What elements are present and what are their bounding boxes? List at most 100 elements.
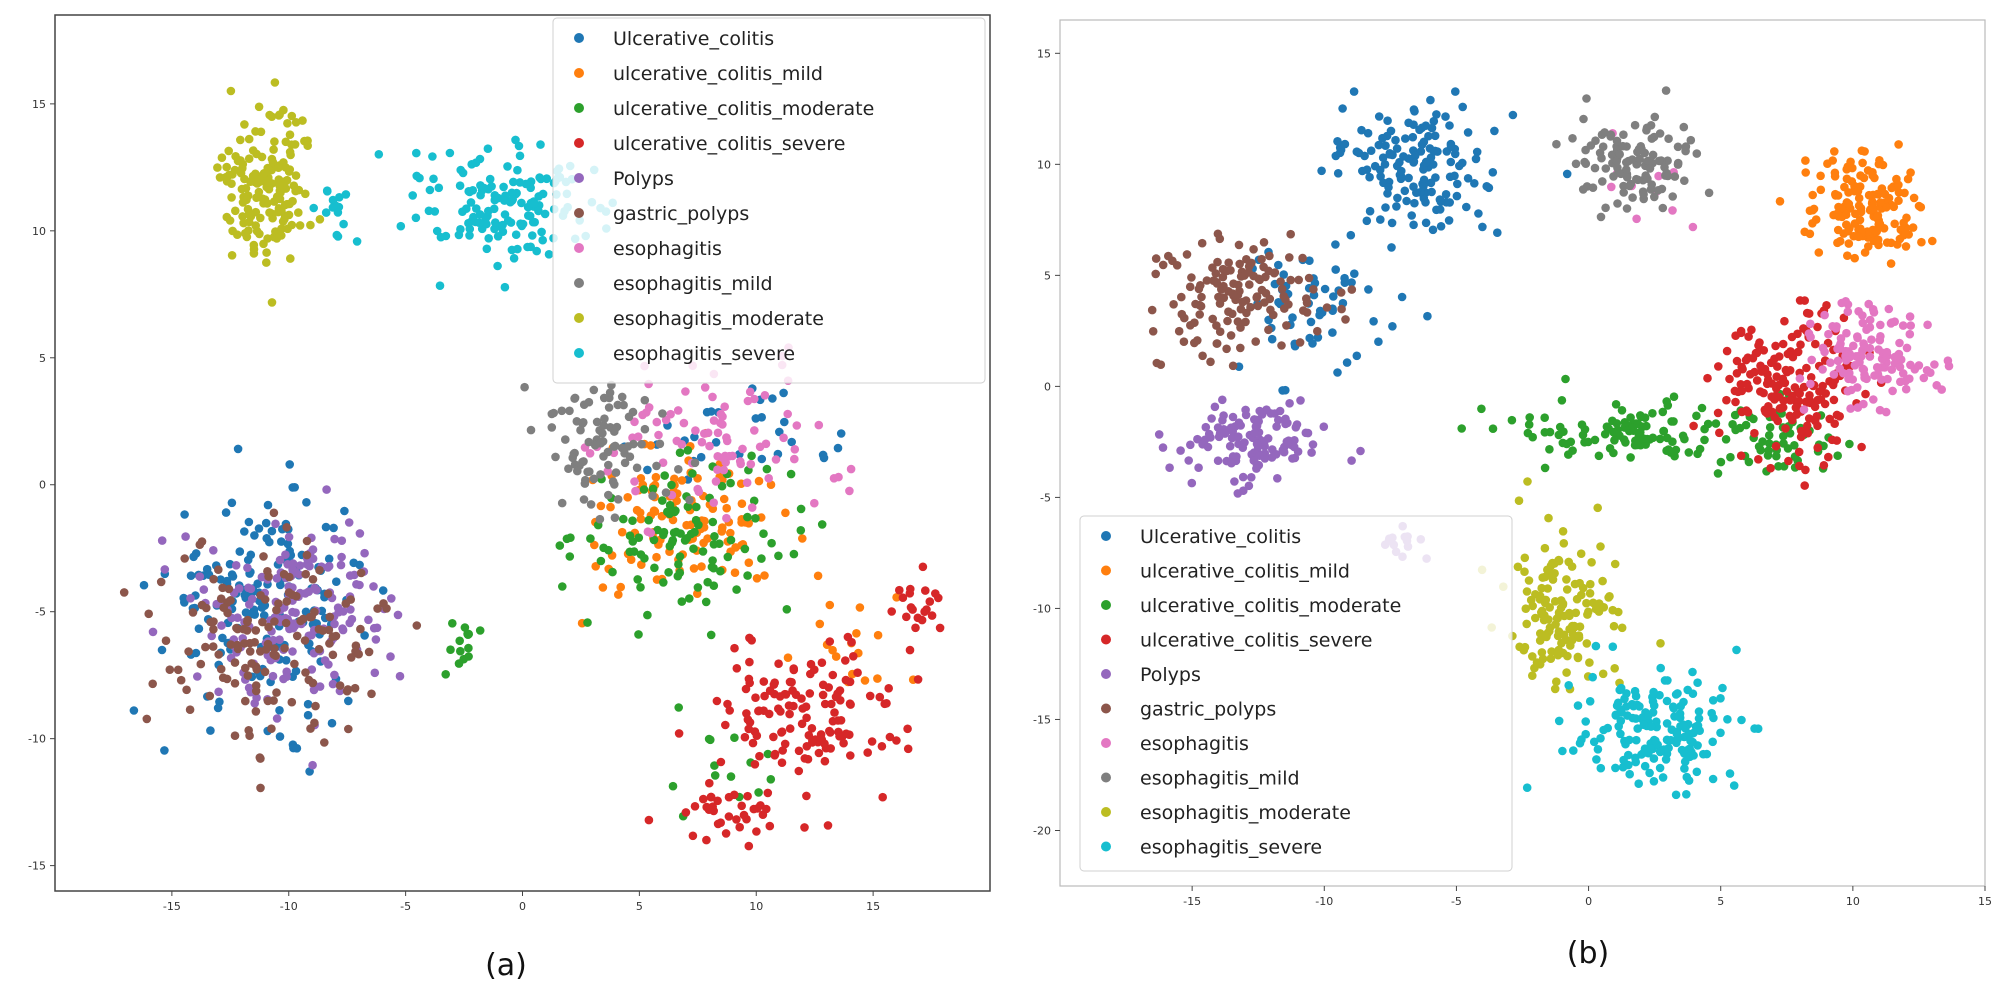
scatter-point: [1543, 584, 1552, 593]
scatter-point: [157, 536, 167, 545]
scatter-point: [1831, 189, 1840, 199]
scatter-point: [680, 536, 690, 545]
scatter-point: [243, 617, 252, 627]
scatter-point: [328, 679, 338, 689]
scatter-point: [148, 627, 158, 637]
legend-label: esophagitis_moderate: [613, 308, 824, 330]
scatter-point: [329, 523, 338, 533]
scatter-point: [1249, 456, 1259, 465]
scatter-point: [241, 663, 250, 673]
scatter-point: [1799, 324, 1808, 333]
scatter-point: [1591, 641, 1601, 651]
scatter-point: [743, 571, 752, 580]
scatter-point: [291, 171, 301, 180]
scatter-point: [831, 692, 841, 702]
scatter-point: [1832, 322, 1841, 331]
scatter-point: [1154, 430, 1164, 439]
scatter-point: [1393, 193, 1402, 203]
scatter-point: [801, 702, 811, 711]
scatter-point: [719, 494, 729, 504]
scatter-point: [1844, 239, 1854, 248]
scatter-point: [644, 403, 654, 412]
scatter-point: [820, 699, 830, 709]
scatter-point: [321, 208, 331, 217]
scatter-point: [213, 703, 223, 713]
scatter-point: [614, 590, 623, 599]
scatter-point: [1586, 141, 1596, 150]
scatter-point: [760, 391, 770, 400]
scatter-point: [1916, 202, 1926, 212]
legend-marker: [1101, 772, 1111, 783]
scatter-point: [1853, 403, 1863, 412]
scatter-point: [259, 611, 269, 620]
scatter-point: [224, 146, 233, 156]
scatter-point: [186, 594, 195, 603]
scatter-point: [1579, 114, 1588, 124]
scatter-point: [636, 583, 645, 592]
scatter-point: [272, 605, 281, 615]
scatter-point: [1849, 341, 1858, 351]
scatter-point: [1731, 397, 1740, 407]
scatter-point: [744, 558, 754, 567]
scatter-point: [1797, 426, 1806, 436]
scatter-point: [520, 382, 529, 392]
scatter-point: [752, 827, 761, 836]
scatter-point: [1899, 218, 1908, 228]
scatter-point: [1661, 86, 1671, 95]
scatter-point: [1893, 351, 1902, 361]
scatter-point: [787, 437, 796, 447]
scatter-point: [1890, 219, 1899, 229]
scatter-point: [1688, 689, 1698, 698]
scatter-point: [1785, 411, 1795, 421]
scatter-point: [209, 617, 218, 626]
scatter-point: [633, 432, 643, 442]
scatter-point: [1234, 432, 1243, 442]
scatter-point: [557, 406, 567, 416]
scatter-point: [1882, 238, 1892, 247]
scatter-point: [625, 547, 635, 557]
scatter-point: [307, 630, 316, 640]
scatter-point: [1291, 423, 1301, 432]
scatter-point: [208, 642, 218, 651]
scatter-point: [1668, 702, 1678, 711]
legend-item-esophagitis: esophagitis: [574, 238, 722, 260]
scatter-point: [1397, 292, 1407, 302]
scatter-point: [1585, 697, 1595, 706]
scatter-point: [251, 686, 261, 696]
scatter-point: [706, 630, 716, 640]
scatter-point: [640, 424, 650, 434]
scatter-point: [613, 495, 623, 504]
scatter-point: [704, 734, 714, 744]
scatter-point: [648, 491, 657, 501]
scatter-point: [256, 754, 265, 763]
scatter-point: [295, 221, 305, 230]
scatter-point: [1647, 134, 1657, 143]
scatter-point: [643, 610, 652, 620]
scatter-point: [341, 599, 351, 608]
legend-label: Ulcerative_colitis: [1140, 526, 1301, 548]
scatter-point: [1671, 790, 1681, 800]
scatter-point: [726, 772, 736, 781]
scatter-point: [1565, 608, 1574, 618]
scatter-point: [638, 410, 647, 420]
scatter-point: [1809, 204, 1819, 214]
scatter-point: [665, 509, 674, 519]
scatter-point: [698, 547, 708, 556]
scatter-point: [1408, 132, 1418, 142]
scatter-point: [303, 699, 313, 709]
scatter-point: [747, 451, 756, 461]
scatter-point: [241, 184, 251, 193]
scatter-point: [1375, 165, 1385, 175]
scatter-point: [1914, 361, 1924, 370]
scatter-point: [1704, 188, 1714, 198]
scatter-point: [1864, 190, 1874, 200]
legend-label: gastric_polyps: [1140, 699, 1276, 721]
scatter-point: [1629, 426, 1638, 436]
scatter-point: [1843, 226, 1853, 236]
scatter-point: [139, 580, 149, 590]
legend-marker: [574, 243, 584, 253]
scatter-point: [1741, 355, 1751, 365]
scatter-point: [247, 594, 257, 604]
scatter-point: [1356, 446, 1365, 456]
scatter-point: [1598, 669, 1608, 679]
